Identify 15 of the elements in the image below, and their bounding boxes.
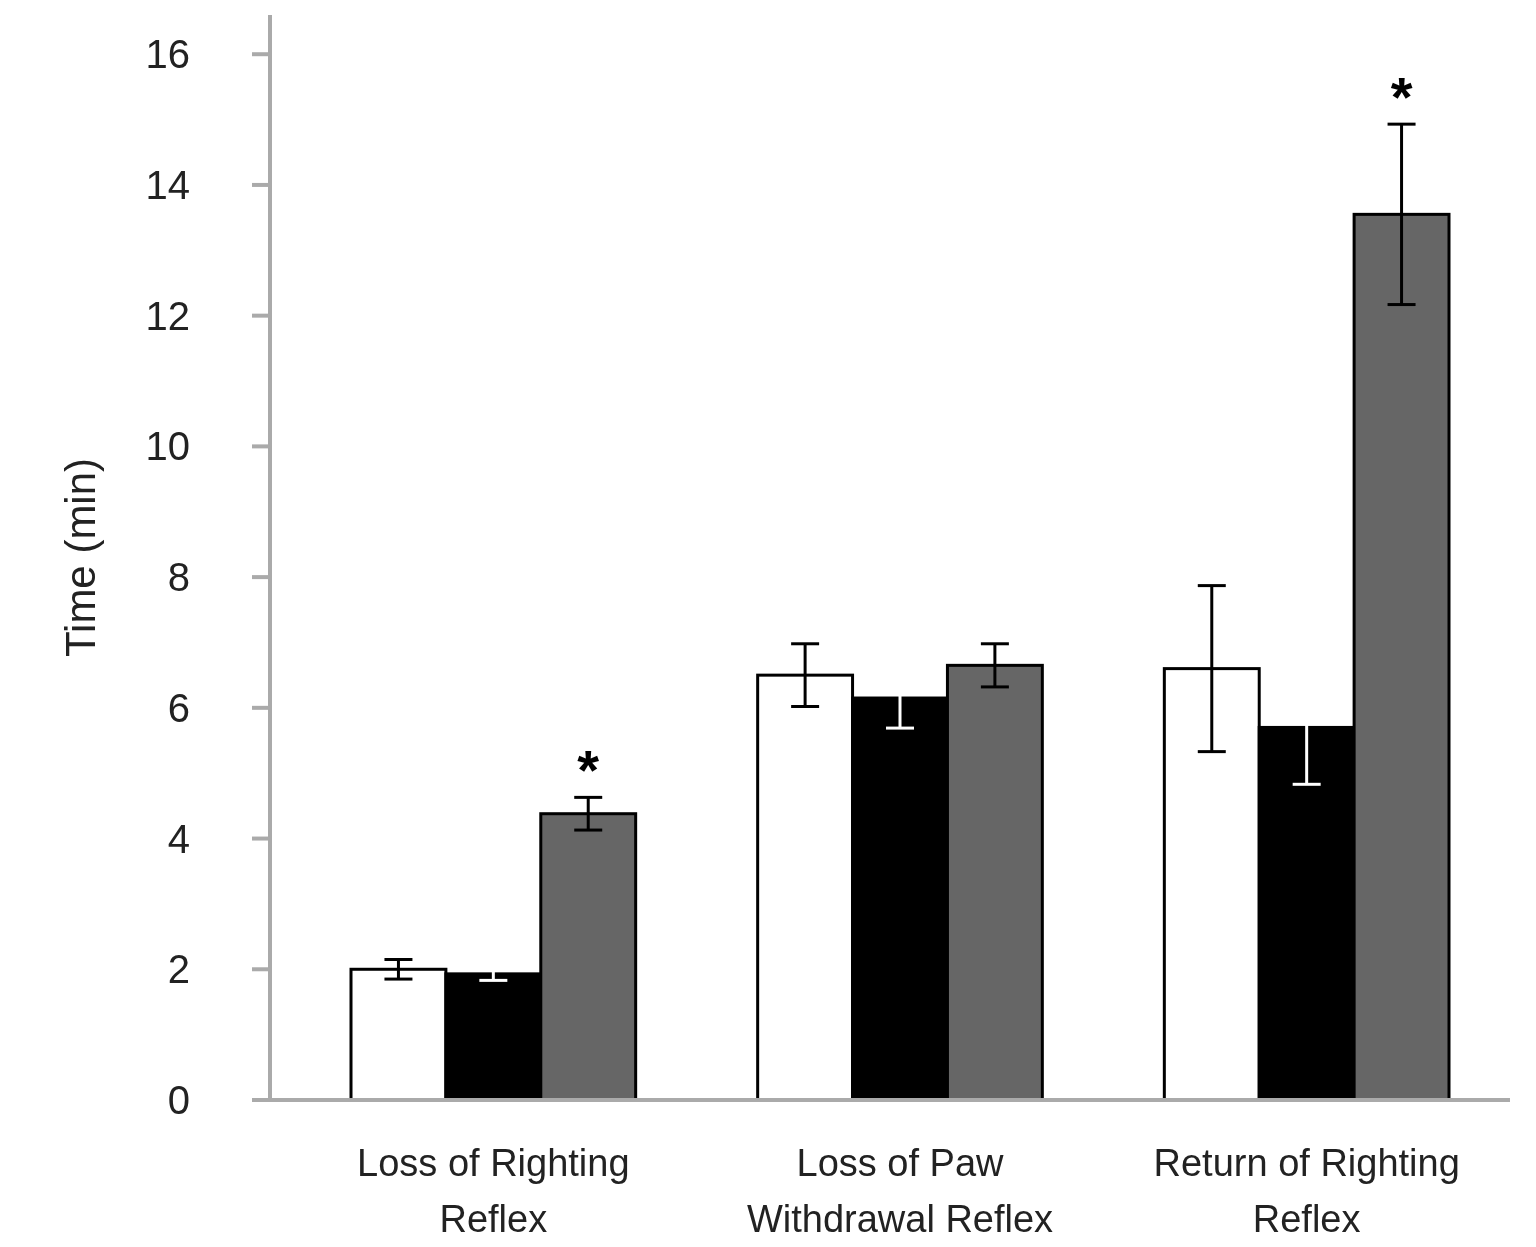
y-tick-label: 6 xyxy=(167,685,190,730)
y-tick-label: 0 xyxy=(167,1078,190,1122)
y-tick-label: 2 xyxy=(167,947,190,992)
x-tick-label: Loss of Paw Withdrawal Reflex xyxy=(746,1142,1054,1240)
y-axis-title: Time (min) xyxy=(57,457,104,658)
y-tick-label: 14 xyxy=(145,162,190,207)
annotation: * xyxy=(577,738,600,802)
y-tick-label: 8 xyxy=(167,555,190,600)
y-tick-label: 12 xyxy=(145,293,190,338)
y-tick-label: 10 xyxy=(145,424,190,469)
x-tick-label: Loss of Righting Reflex xyxy=(357,1142,630,1240)
x-tick-label: Return of Righting Reflex xyxy=(1153,1142,1460,1240)
y-tick-label: 4 xyxy=(167,816,190,861)
y-tick-label: 16 xyxy=(145,32,190,77)
annotation: * xyxy=(1390,65,1413,129)
